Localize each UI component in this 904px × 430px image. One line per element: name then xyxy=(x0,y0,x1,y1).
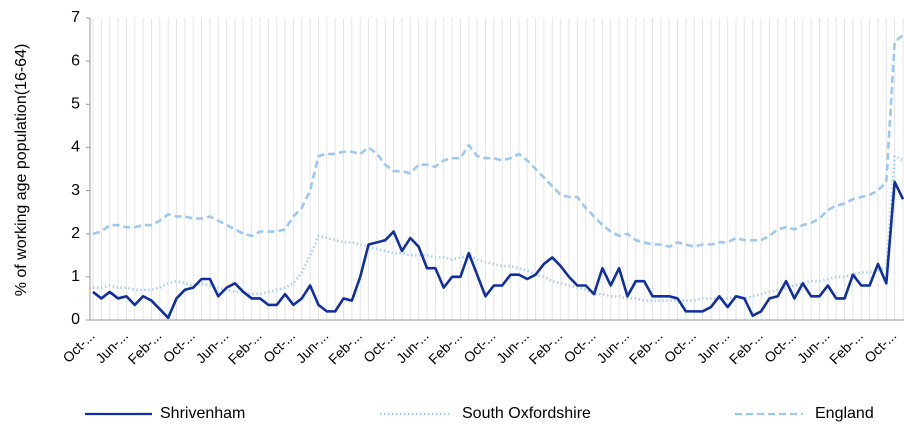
x-tick-label: Jun-... xyxy=(694,327,733,366)
x-tick-label: Oct-... xyxy=(761,327,799,365)
x-tick-label: Oct-... xyxy=(260,327,298,365)
x-tick-label: Feb-... xyxy=(525,327,565,367)
legend-label: England xyxy=(815,405,874,422)
y-tick-label: 3 xyxy=(71,182,80,199)
x-tick-label: Oct-... xyxy=(861,327,899,365)
series-line xyxy=(92,180,904,320)
y-tick-label: 1 xyxy=(71,268,80,285)
legend-item: Shrivenham xyxy=(85,405,245,422)
series-line xyxy=(92,34,904,248)
x-tick-label: Oct-... xyxy=(59,327,97,365)
y-tick-label: 7 xyxy=(71,9,80,26)
legend-item: England xyxy=(735,405,874,422)
x-tick-label: Feb-... xyxy=(325,327,365,367)
legend-label: Shrivenham xyxy=(160,405,245,422)
x-tick-label: Jun-... xyxy=(92,327,131,366)
y-tick-label: 4 xyxy=(71,139,80,156)
legend-item: South Oxfordshire xyxy=(380,405,591,422)
x-tick-label: Oct-... xyxy=(160,327,198,365)
x-tick-label: Oct-... xyxy=(360,327,398,365)
x-tick-label: Feb-... xyxy=(425,327,465,367)
x-tick-label: Oct-... xyxy=(560,327,598,365)
x-tick-label: Feb-... xyxy=(125,327,165,367)
y-tick-label: 5 xyxy=(71,96,80,113)
y-axis-label: % of working age population(16-64) xyxy=(13,44,30,297)
x-tick-label: Jun-... xyxy=(393,327,432,366)
x-tick-label: Feb-... xyxy=(626,327,666,367)
x-tick-label: Jun-... xyxy=(193,327,232,366)
x-tick-label: Jun-... xyxy=(794,327,833,366)
y-tick-label: 0 xyxy=(71,311,80,328)
x-tick-label: Feb-... xyxy=(826,327,866,367)
x-tick-label: Feb-... xyxy=(225,327,265,367)
y-tick-label: 6 xyxy=(71,52,80,69)
x-tick-label: Oct-... xyxy=(460,327,498,365)
x-tick-label: Jun-... xyxy=(593,327,632,366)
x-tick-label: Jun-... xyxy=(493,327,532,366)
x-tick-label: Oct-... xyxy=(661,327,699,365)
y-tick-label: 2 xyxy=(71,225,80,242)
legend-label: South Oxfordshire xyxy=(462,405,591,422)
x-tick-label: Jun-... xyxy=(293,327,332,366)
x-tick-label: Feb-... xyxy=(726,327,766,367)
